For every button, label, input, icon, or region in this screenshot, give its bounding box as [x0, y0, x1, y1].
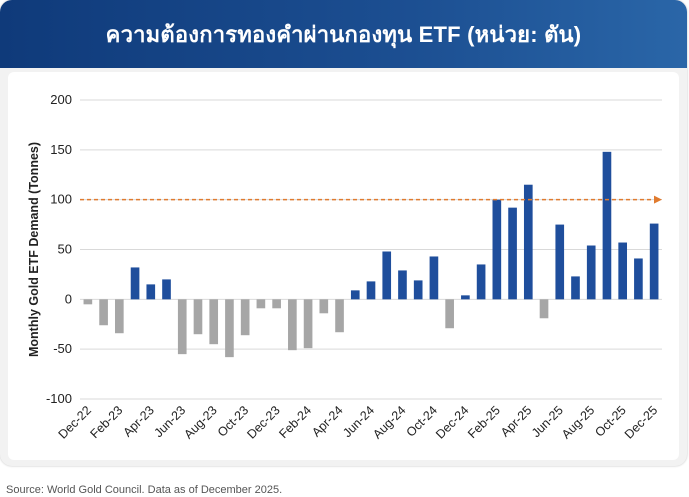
bar [288, 299, 297, 351]
bar [602, 151, 612, 300]
bar [523, 184, 533, 300]
source-note: Source: World Gold Council. Data as of D… [6, 484, 283, 496]
bar [539, 299, 549, 319]
x-tick-label: Aug-23 [181, 403, 219, 441]
bar [634, 258, 643, 300]
chart-header: ความต้องการทองคำผ่านกองทุน ETF (หน่วย: ต… [0, 0, 687, 68]
grid-lines [80, 99, 662, 400]
x-tick-label: Apr-23 [120, 403, 156, 439]
x-tick-label: Jun-23 [151, 403, 188, 440]
x-tick-label: Aug-24 [370, 403, 408, 441]
x-tick-label: Feb-25 [465, 403, 503, 441]
y-tick-label: 50 [58, 242, 72, 257]
bar [445, 299, 454, 329]
plot-background [8, 72, 679, 460]
x-tick-label: Aug-25 [559, 403, 597, 441]
y-tick-label: 200 [50, 92, 72, 107]
bar [492, 199, 502, 300]
x-tick-label: Dec-23 [244, 403, 282, 441]
x-tick-label: Apr-25 [498, 403, 534, 439]
x-tick-labels: Dec-22Feb-23Apr-23Jun-23Aug-23Oct-23Dec-… [56, 403, 661, 441]
bar [272, 299, 281, 309]
bar [130, 267, 140, 300]
bar [146, 284, 156, 300]
bar [398, 270, 407, 300]
bar [649, 223, 659, 300]
bar [209, 299, 219, 345]
bar [177, 299, 187, 355]
y-tick-label: -50 [53, 341, 72, 356]
y-tick-label: -100 [46, 391, 72, 406]
bar [476, 264, 486, 300]
bar [366, 281, 376, 300]
y-tick-label: 150 [50, 142, 72, 157]
bar [162, 279, 171, 300]
bar [571, 276, 580, 300]
x-tick-label: Jun-24 [340, 403, 377, 440]
bar [83, 299, 93, 305]
bar [382, 251, 392, 300]
chart-title: ความต้องการทองคำผ่านกองทุน ETF (หน่วย: ต… [105, 21, 582, 47]
bar [555, 224, 565, 300]
x-tick-label: Feb-24 [276, 403, 314, 441]
x-tick-label: Dec-25 [622, 403, 660, 441]
bar [618, 242, 628, 300]
bar [114, 299, 124, 334]
bar [99, 299, 108, 326]
x-tick-label: Feb-23 [88, 403, 126, 441]
x-tick-label: Apr-24 [309, 403, 345, 439]
bar [193, 299, 203, 335]
bar [303, 299, 313, 349]
x-tick-label: Dec-24 [433, 403, 471, 441]
bar [461, 295, 470, 300]
chart-card: ความต้องการทองคำผ่านกองทุน ETF (หน่วย: ต… [0, 0, 687, 466]
x-tick-label: Jun-25 [529, 403, 566, 440]
bar [240, 299, 250, 336]
y-tick-label: 0 [65, 291, 72, 306]
bar [256, 299, 266, 309]
bar [508, 207, 517, 300]
bar [429, 256, 439, 300]
y-tick-labels: 200 150 100 50 0 -50 -100 [46, 92, 72, 406]
y-axis-label: Monthly Gold ETF Demand (Tonnes) [27, 142, 41, 357]
bar [225, 299, 234, 358]
bar [335, 299, 344, 333]
bar [319, 299, 329, 314]
y-tick-label: 100 [50, 192, 72, 207]
bars [83, 151, 659, 358]
reference-arrow-icon [654, 195, 662, 204]
bar [586, 245, 596, 300]
bar [350, 290, 360, 300]
bar [413, 280, 423, 300]
x-tick-label: Dec-22 [56, 403, 94, 441]
